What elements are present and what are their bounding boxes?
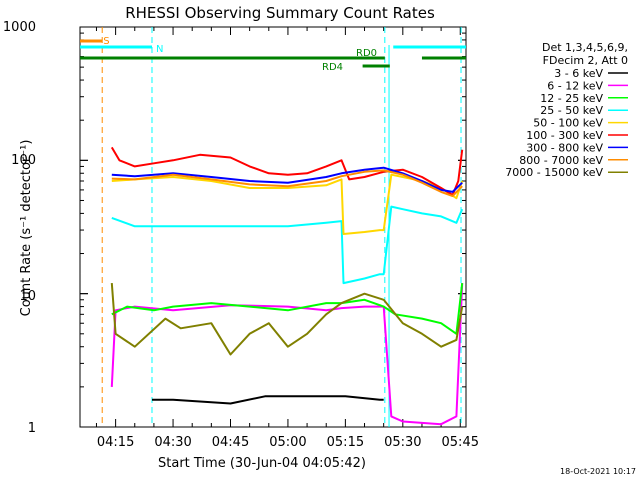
x-tick-label: 04:30 bbox=[154, 435, 191, 450]
series-line-12-25-kev bbox=[111, 282, 464, 335]
legend-entry-label: 300 - 800 keV bbox=[526, 141, 603, 154]
series-line-3-6-kev bbox=[152, 395, 384, 405]
flag-label-rd4: RD4 bbox=[322, 62, 343, 73]
legend-entry-label: 50 - 100 keV bbox=[533, 117, 603, 130]
legend-entry-label: 3 - 6 keV bbox=[554, 67, 603, 80]
series-line-7000-15000-kev bbox=[110, 283, 464, 356]
series-line-800-7000-kev bbox=[111, 169, 463, 197]
series-line-100-300-kev bbox=[110, 146, 464, 196]
series-line-300-800-kev bbox=[111, 166, 463, 193]
flag-label-rd0: RD0 bbox=[356, 48, 377, 59]
flag-label-s: S bbox=[103, 36, 109, 47]
footer-timestamp: 18-Oct-2021 10:17 bbox=[560, 467, 636, 476]
legend-header-line-2: FDecim 2, Att 0 bbox=[543, 54, 628, 67]
legend-header-line-1: Det 1,3,4,5,6,9, bbox=[542, 41, 628, 54]
x-axis-label: Start Time (30-Jun-04 04:05:42) bbox=[158, 456, 366, 471]
y-tick-label-100: 100 bbox=[11, 153, 36, 168]
legend-entry-label: 100 - 300 keV bbox=[526, 129, 603, 142]
x-tick-label: 04:15 bbox=[97, 435, 134, 450]
series-line-25-50-kev bbox=[111, 205, 464, 285]
x-tick-label: 05:00 bbox=[269, 435, 306, 450]
legend-entry-label: 800 - 7000 keV bbox=[519, 154, 603, 167]
y-tick-label-1000: 1000 bbox=[3, 20, 36, 35]
plot-area: S N RD0 RD4 bbox=[79, 26, 467, 428]
flag-label-n: N bbox=[156, 44, 163, 55]
y-tick-label-1: 1 bbox=[28, 421, 36, 436]
x-tick-label: 05:30 bbox=[384, 435, 421, 450]
legend-entry-label: 7000 - 15000 keV bbox=[505, 166, 603, 179]
x-tick-label: 05:45 bbox=[442, 435, 479, 450]
legend-entry-label: 6 - 12 keV bbox=[547, 79, 603, 92]
chart-title: RHESSI Observing Summary Count Rates bbox=[125, 4, 435, 22]
x-tick-labels: 04:15 04:30 04:45 05:00 05:15 05:30 05:45 bbox=[97, 435, 479, 450]
plot-frame bbox=[79, 26, 467, 428]
x-tick-label: 04:45 bbox=[212, 435, 249, 450]
legend-entry-label: 25 - 50 keV bbox=[540, 104, 603, 117]
x-tick-label: 05:15 bbox=[327, 435, 364, 450]
legend-entry-label: 12 - 25 keV bbox=[540, 92, 603, 105]
series-line-6-12-kev bbox=[110, 283, 464, 426]
y-tick-label-10: 10 bbox=[19, 289, 36, 304]
y-axis-label: Count Rate (s⁻¹ detector⁻¹) bbox=[19, 140, 34, 317]
